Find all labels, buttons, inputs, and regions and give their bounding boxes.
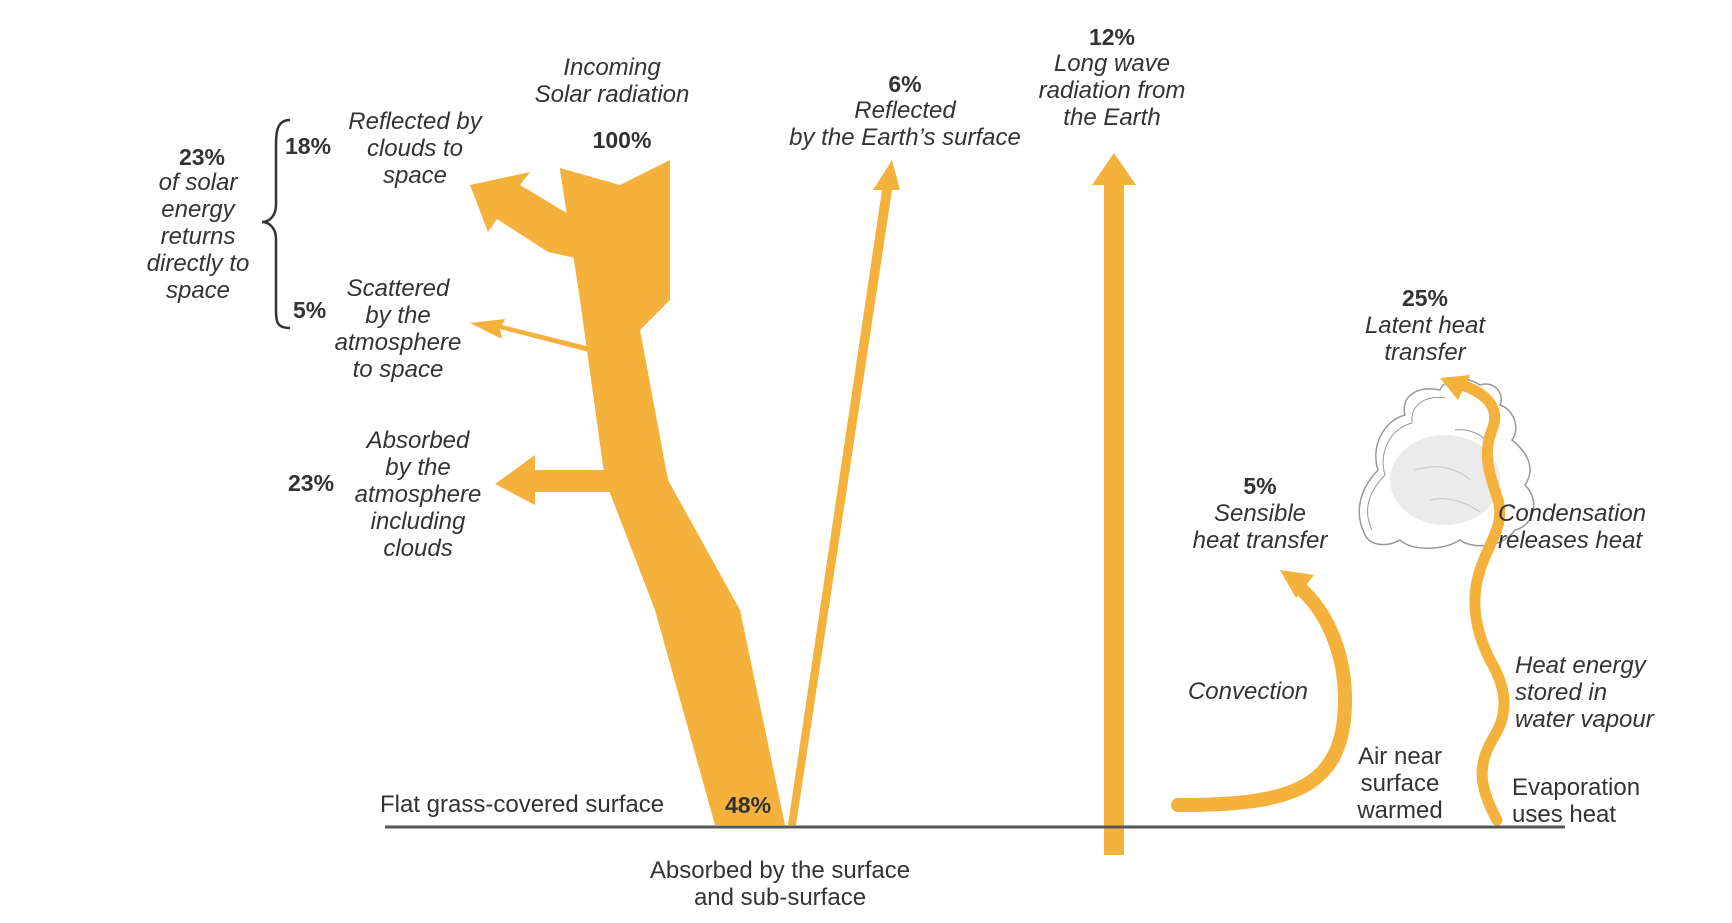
convection-arrow	[1171, 581, 1352, 812]
returns-pct: 23%	[179, 144, 225, 170]
returns-line4: directly to	[147, 250, 250, 277]
sensible-line1: Sensible	[1214, 500, 1306, 527]
reflected-surface-pct: 6%	[888, 71, 921, 97]
absorbed-atmo-line1: Absorbed	[365, 427, 470, 454]
air-near-line1: Air near	[1358, 743, 1442, 770]
long-wave-arrow	[1092, 153, 1136, 855]
absorbed-surface-line1: Absorbed by the surface	[650, 857, 910, 884]
air-near-line3: warmed	[1356, 797, 1442, 824]
air-near-line2: surface	[1361, 770, 1440, 797]
long-wave-line3: the Earth	[1063, 104, 1160, 131]
long-wave-line2: radiation from	[1039, 77, 1186, 104]
absorbed-atmo-arrow	[495, 455, 660, 505]
convection-arrowhead	[1280, 570, 1314, 598]
condensation-line1: Condensation	[1498, 500, 1646, 527]
heat-energy-line2: stored in	[1515, 679, 1607, 706]
cloud-shading	[1390, 435, 1500, 525]
returns-line5: space	[166, 277, 230, 304]
sensible-line2: heat transfer	[1193, 527, 1329, 554]
absorbed-atmo-line2: by the	[385, 454, 450, 481]
latent-heat-arrow	[1456, 379, 1510, 826]
returns-line3: returns	[161, 223, 236, 250]
reflected-clouds-pct: 18%	[285, 133, 331, 159]
convection-label: Convection	[1188, 678, 1308, 705]
bracket	[261, 118, 291, 330]
absorbed-atmo-line5: clouds	[383, 535, 452, 562]
latent-line1: Latent heat	[1365, 312, 1486, 339]
absorbed-atmo-line3: atmosphere	[355, 481, 482, 508]
surface-pct: 48%	[725, 792, 771, 818]
heat-energy-line1: Heat energy	[1515, 652, 1648, 679]
incoming-line1: Incoming	[563, 54, 661, 81]
evaporation-line2: uses heat	[1512, 801, 1616, 828]
incoming-pct: 100%	[593, 127, 652, 153]
incoming-solar-trunk	[560, 160, 785, 825]
sensible-pct: 5%	[1243, 473, 1276, 499]
incoming-line2: Solar radiation	[535, 81, 690, 108]
reflected-surface-line2: by the Earth’s surface	[789, 124, 1021, 151]
returns-line1: of solar	[159, 169, 239, 196]
scattered-line4: to space	[353, 356, 444, 383]
reflected-clouds-line1: Reflected by	[348, 108, 483, 135]
scattered-pct: 5%	[293, 297, 326, 323]
reflected-surface-line1: Reflected	[854, 97, 956, 124]
returns-line2: energy	[161, 196, 236, 223]
reflected-clouds-line2: clouds to	[367, 135, 463, 162]
reflected-clouds-line3: space	[383, 162, 447, 189]
scattered-line3: atmosphere	[335, 329, 462, 356]
heat-energy-line3: water vapour	[1515, 706, 1655, 733]
latent-heat-arrowhead	[1440, 375, 1470, 400]
latent-pct: 25%	[1402, 285, 1448, 311]
absorbed-atmo-line4: including	[371, 508, 466, 535]
latent-line2: transfer	[1384, 339, 1466, 366]
scattered-arrow	[470, 319, 623, 360]
scattered-line1: Scattered	[347, 275, 450, 302]
absorbed-atmo-pct: 23%	[288, 470, 334, 496]
condensation-line2: releases heat	[1498, 527, 1643, 554]
reflected-clouds-arrow	[470, 172, 575, 258]
surface-label: Flat grass-covered surface	[380, 791, 664, 818]
scattered-line2: by the	[365, 302, 430, 329]
long-wave-line1: Long wave	[1054, 50, 1170, 77]
long-wave-pct: 12%	[1089, 24, 1135, 50]
absorbed-surface-line2: and sub-surface	[694, 884, 866, 911]
reflected-surface-arrow	[788, 160, 900, 825]
evaporation-line1: Evaporation	[1512, 774, 1640, 801]
